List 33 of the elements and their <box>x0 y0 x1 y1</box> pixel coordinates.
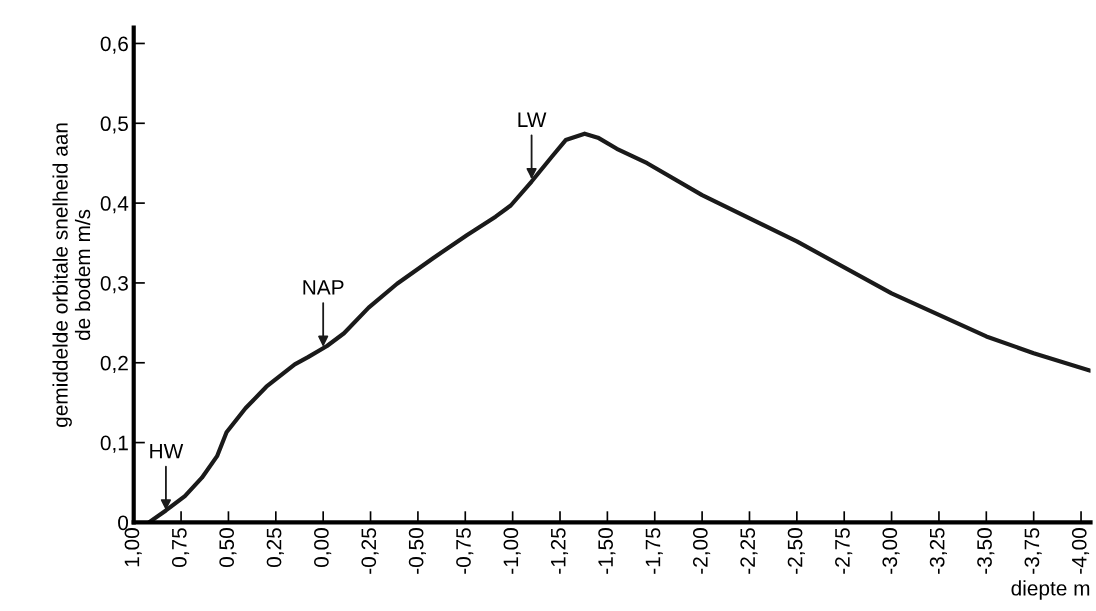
y-axis-title: gemiddelde orbitale snelheid aan de bodem m/s <box>52 123 91 427</box>
annotation: NAP <box>303 280 344 295</box>
x-tick-label: -0,25 <box>361 528 379 574</box>
x-tick-label: -1,50 <box>598 528 616 574</box>
y-tick-label: 0,4 <box>100 196 129 214</box>
x-tick-label: -2,50 <box>787 528 805 574</box>
x-tick-label: -0,50 <box>408 528 426 574</box>
x-tick-label: -2,00 <box>692 528 711 574</box>
x-tick-label: -3,00 <box>882 528 900 574</box>
x-tick-label: -2,75 <box>835 528 853 574</box>
x-tick-label: 0,50 <box>219 528 237 567</box>
x-tick-label: -3,75 <box>1024 528 1042 574</box>
x-tick-label: -3,50 <box>977 528 995 574</box>
y-tick-label: 0,5 <box>100 116 128 134</box>
x-tick-label: -0,75 <box>456 528 474 574</box>
x-tick-label: 1,00 <box>124 528 142 567</box>
x-tick-label: 0,00 <box>314 528 332 567</box>
y-tick-label: 0,1 <box>100 435 128 453</box>
y-tick-label: 0,6 <box>100 36 128 54</box>
x-tick-label: -4,00 <box>1071 528 1090 574</box>
x-tick-label: -2,25 <box>740 528 758 574</box>
y-tick-label: 0,3 <box>100 275 128 294</box>
x-tick-label: -1,75 <box>645 528 663 574</box>
x-tick-label: -1,00 <box>503 528 521 574</box>
x-tick-label: 0,25 <box>266 528 284 567</box>
annotation: HW <box>150 443 184 459</box>
line-series <box>146 131 1091 523</box>
x-tick-label: -1,25 <box>550 528 569 574</box>
y-tick-label: 0,2 <box>100 355 128 373</box>
x-tick-label: 0,75 <box>171 528 190 567</box>
annotation: LW <box>518 112 547 127</box>
x-tick-label: -3,25 <box>929 528 947 574</box>
x-axis-title: diepte m <box>1011 580 1090 600</box>
